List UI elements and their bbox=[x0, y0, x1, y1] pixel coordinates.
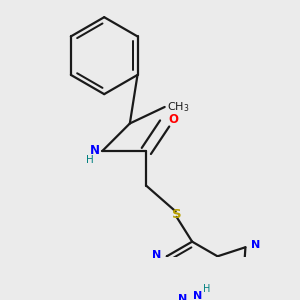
Text: O: O bbox=[168, 113, 178, 126]
Text: CH$_3$: CH$_3$ bbox=[167, 100, 190, 114]
Text: N: N bbox=[90, 143, 100, 157]
Text: N: N bbox=[251, 240, 260, 250]
Text: N: N bbox=[152, 250, 161, 260]
Text: H: H bbox=[203, 284, 211, 294]
Text: N: N bbox=[193, 291, 203, 300]
Text: N: N bbox=[178, 294, 188, 300]
Text: H: H bbox=[86, 155, 93, 165]
Text: S: S bbox=[172, 208, 182, 221]
